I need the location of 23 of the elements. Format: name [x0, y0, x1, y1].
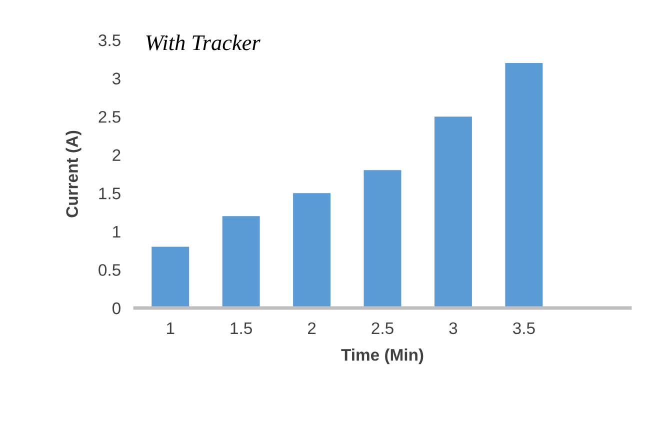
- x-axis-title: Time (Min): [341, 348, 424, 364]
- y-tick-label: 2: [112, 149, 120, 161]
- x-tick-label: 2: [308, 322, 316, 334]
- y-tick-label: 1: [113, 226, 120, 238]
- bar: [364, 170, 402, 308]
- x-tick-label: 3: [449, 322, 458, 334]
- y-tick-label: 0: [112, 302, 120, 314]
- bar: [505, 62, 543, 308]
- y-tick-label: 3.5: [98, 34, 120, 46]
- y-tick-label: 3: [112, 72, 120, 84]
- bar: [222, 216, 260, 308]
- y-axis-title: Current (A): [66, 130, 82, 218]
- bar: [434, 116, 472, 308]
- chart-title: With Tracker: [146, 34, 260, 50]
- x-tick-label: 3.5: [512, 322, 535, 334]
- bar: [293, 193, 331, 308]
- y-tick-label: 0.5: [98, 264, 120, 276]
- y-tick-label: 1.5: [99, 188, 120, 200]
- x-tick-label: 1.5: [230, 322, 252, 334]
- x-tick-label: 2.5: [372, 322, 394, 334]
- bar: [152, 246, 190, 308]
- y-tick-label: 2.5: [98, 110, 120, 123]
- x-tick-label: 1: [166, 322, 174, 334]
